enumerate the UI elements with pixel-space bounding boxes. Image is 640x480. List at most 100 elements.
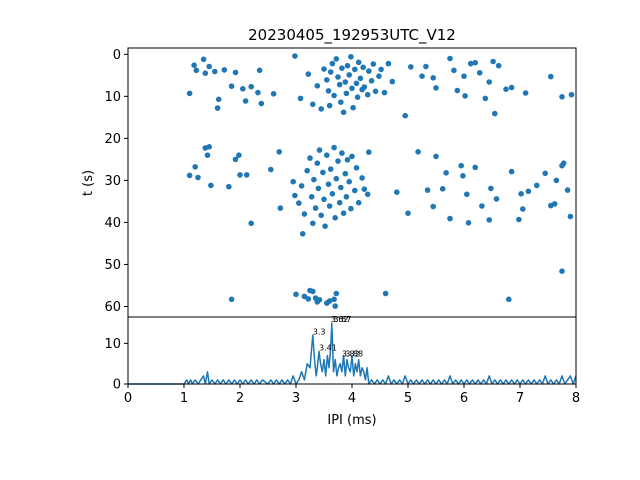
peak-label: 3.82: [342, 350, 360, 359]
y-tick-label: 0: [113, 48, 121, 63]
scatter-point: [326, 203, 333, 209]
scatter-point: [212, 68, 218, 75]
scatter-point: [307, 155, 313, 161]
scatter-point: [359, 175, 365, 181]
scatter-point: [458, 162, 465, 169]
scatter-point: [268, 166, 274, 173]
scatter-point: [490, 58, 496, 65]
x-tick-label: 8: [572, 391, 580, 406]
scatter-point: [208, 182, 214, 189]
scatter-point: [451, 67, 457, 74]
scatter-point: [232, 69, 239, 76]
scatter-point: [465, 220, 472, 226]
y-tick-label: 20: [104, 132, 121, 147]
scatter-point: [353, 165, 360, 171]
scatter-point: [462, 93, 468, 99]
scatter-point: [354, 94, 361, 100]
scatter-point: [447, 215, 453, 222]
scatter-point: [340, 210, 347, 216]
scatter-point: [408, 64, 414, 70]
scatter-point: [423, 63, 429, 70]
scatter-point: [506, 296, 512, 303]
scatter-point: [321, 196, 327, 203]
scatter-point: [318, 212, 325, 219]
scatter-point: [292, 53, 298, 59]
chart-title: 20230405_192953UTC_V12: [248, 26, 456, 45]
x-tick-label: 6: [460, 391, 468, 406]
scatter-point: [430, 75, 437, 81]
scatter-point: [314, 83, 321, 89]
scatter-point: [310, 220, 316, 227]
scatter-point: [482, 95, 489, 102]
scatter-point: [508, 84, 515, 91]
peak-label: 3.88: [345, 350, 363, 359]
scatter-point: [243, 172, 250, 178]
scatter-point: [402, 112, 409, 119]
scatter-point: [315, 185, 322, 192]
scatter-point: [394, 189, 400, 195]
scatter-point: [326, 102, 333, 109]
scatter-point: [548, 73, 554, 80]
scatter-point: [226, 183, 232, 190]
scatter-point: [193, 67, 200, 74]
scatter-point: [534, 182, 540, 189]
histogram-y-ticks: 0 10: [104, 337, 128, 393]
scatter-point: [338, 184, 344, 191]
scatter-point: [495, 62, 502, 69]
scatter-point: [361, 84, 368, 90]
scatter-point: [338, 99, 344, 105]
scatter-point: [518, 191, 524, 197]
scatter-point: [467, 60, 474, 67]
scatter-point: [464, 191, 470, 198]
scatter-point: [344, 62, 351, 69]
scatter-point: [333, 175, 340, 182]
scatter-point: [360, 64, 367, 71]
scatter-point: [336, 81, 343, 88]
scatter-point: [349, 85, 355, 92]
scatter-point: [299, 231, 306, 237]
scatter-point: [339, 150, 345, 156]
histogram-plot-frame: [127, 316, 577, 385]
scatter-point: [381, 89, 388, 96]
scatter-point: [316, 147, 323, 153]
scatter-y-axis-label: t (s): [81, 170, 96, 196]
scatter-point: [206, 63, 212, 70]
scatter-point: [486, 217, 493, 223]
scatter-point: [559, 94, 565, 100]
scatter-point: [364, 91, 371, 98]
scatter-point: [228, 83, 235, 89]
y-tick-label: 10: [104, 337, 121, 352]
scatter-points: [186, 53, 575, 309]
scatter-point: [522, 90, 529, 96]
scatter-point: [221, 67, 228, 73]
scatter-point: [424, 187, 431, 193]
scatter-point: [460, 173, 466, 179]
x-tick-label: 3: [292, 391, 300, 406]
scatter-point: [304, 167, 311, 174]
scatter-point: [355, 59, 362, 66]
scatter-point: [240, 86, 246, 92]
peak-label: 3.67: [334, 315, 352, 324]
scatter-point: [332, 215, 339, 221]
scatter-point: [342, 170, 349, 177]
scatter-point: [389, 78, 396, 85]
scatter-point: [415, 149, 421, 155]
scatter-point: [332, 303, 339, 309]
scatter-point: [333, 290, 340, 297]
scatter-point: [314, 160, 321, 166]
scatter-point: [472, 59, 479, 66]
scatter-point: [305, 71, 312, 77]
scatter-point: [376, 73, 382, 79]
scatter-point: [508, 168, 515, 175]
scatter-point: [344, 157, 351, 163]
scatter-point: [447, 55, 453, 62]
x-tick-label: 0: [124, 391, 132, 406]
scatter-point: [366, 68, 372, 74]
scatter-point: [476, 70, 483, 76]
scatter-point: [214, 105, 221, 111]
scatter-point: [350, 104, 356, 111]
scatter-point: [372, 88, 379, 95]
scatter-point: [232, 156, 239, 163]
histogram-panel: 3.3 3.41 3.623.67 3.823.88 0 10 0 1 2 3 4 5 6 7 8 IP…: [104, 315, 580, 428]
scatter-point: [340, 109, 347, 116]
